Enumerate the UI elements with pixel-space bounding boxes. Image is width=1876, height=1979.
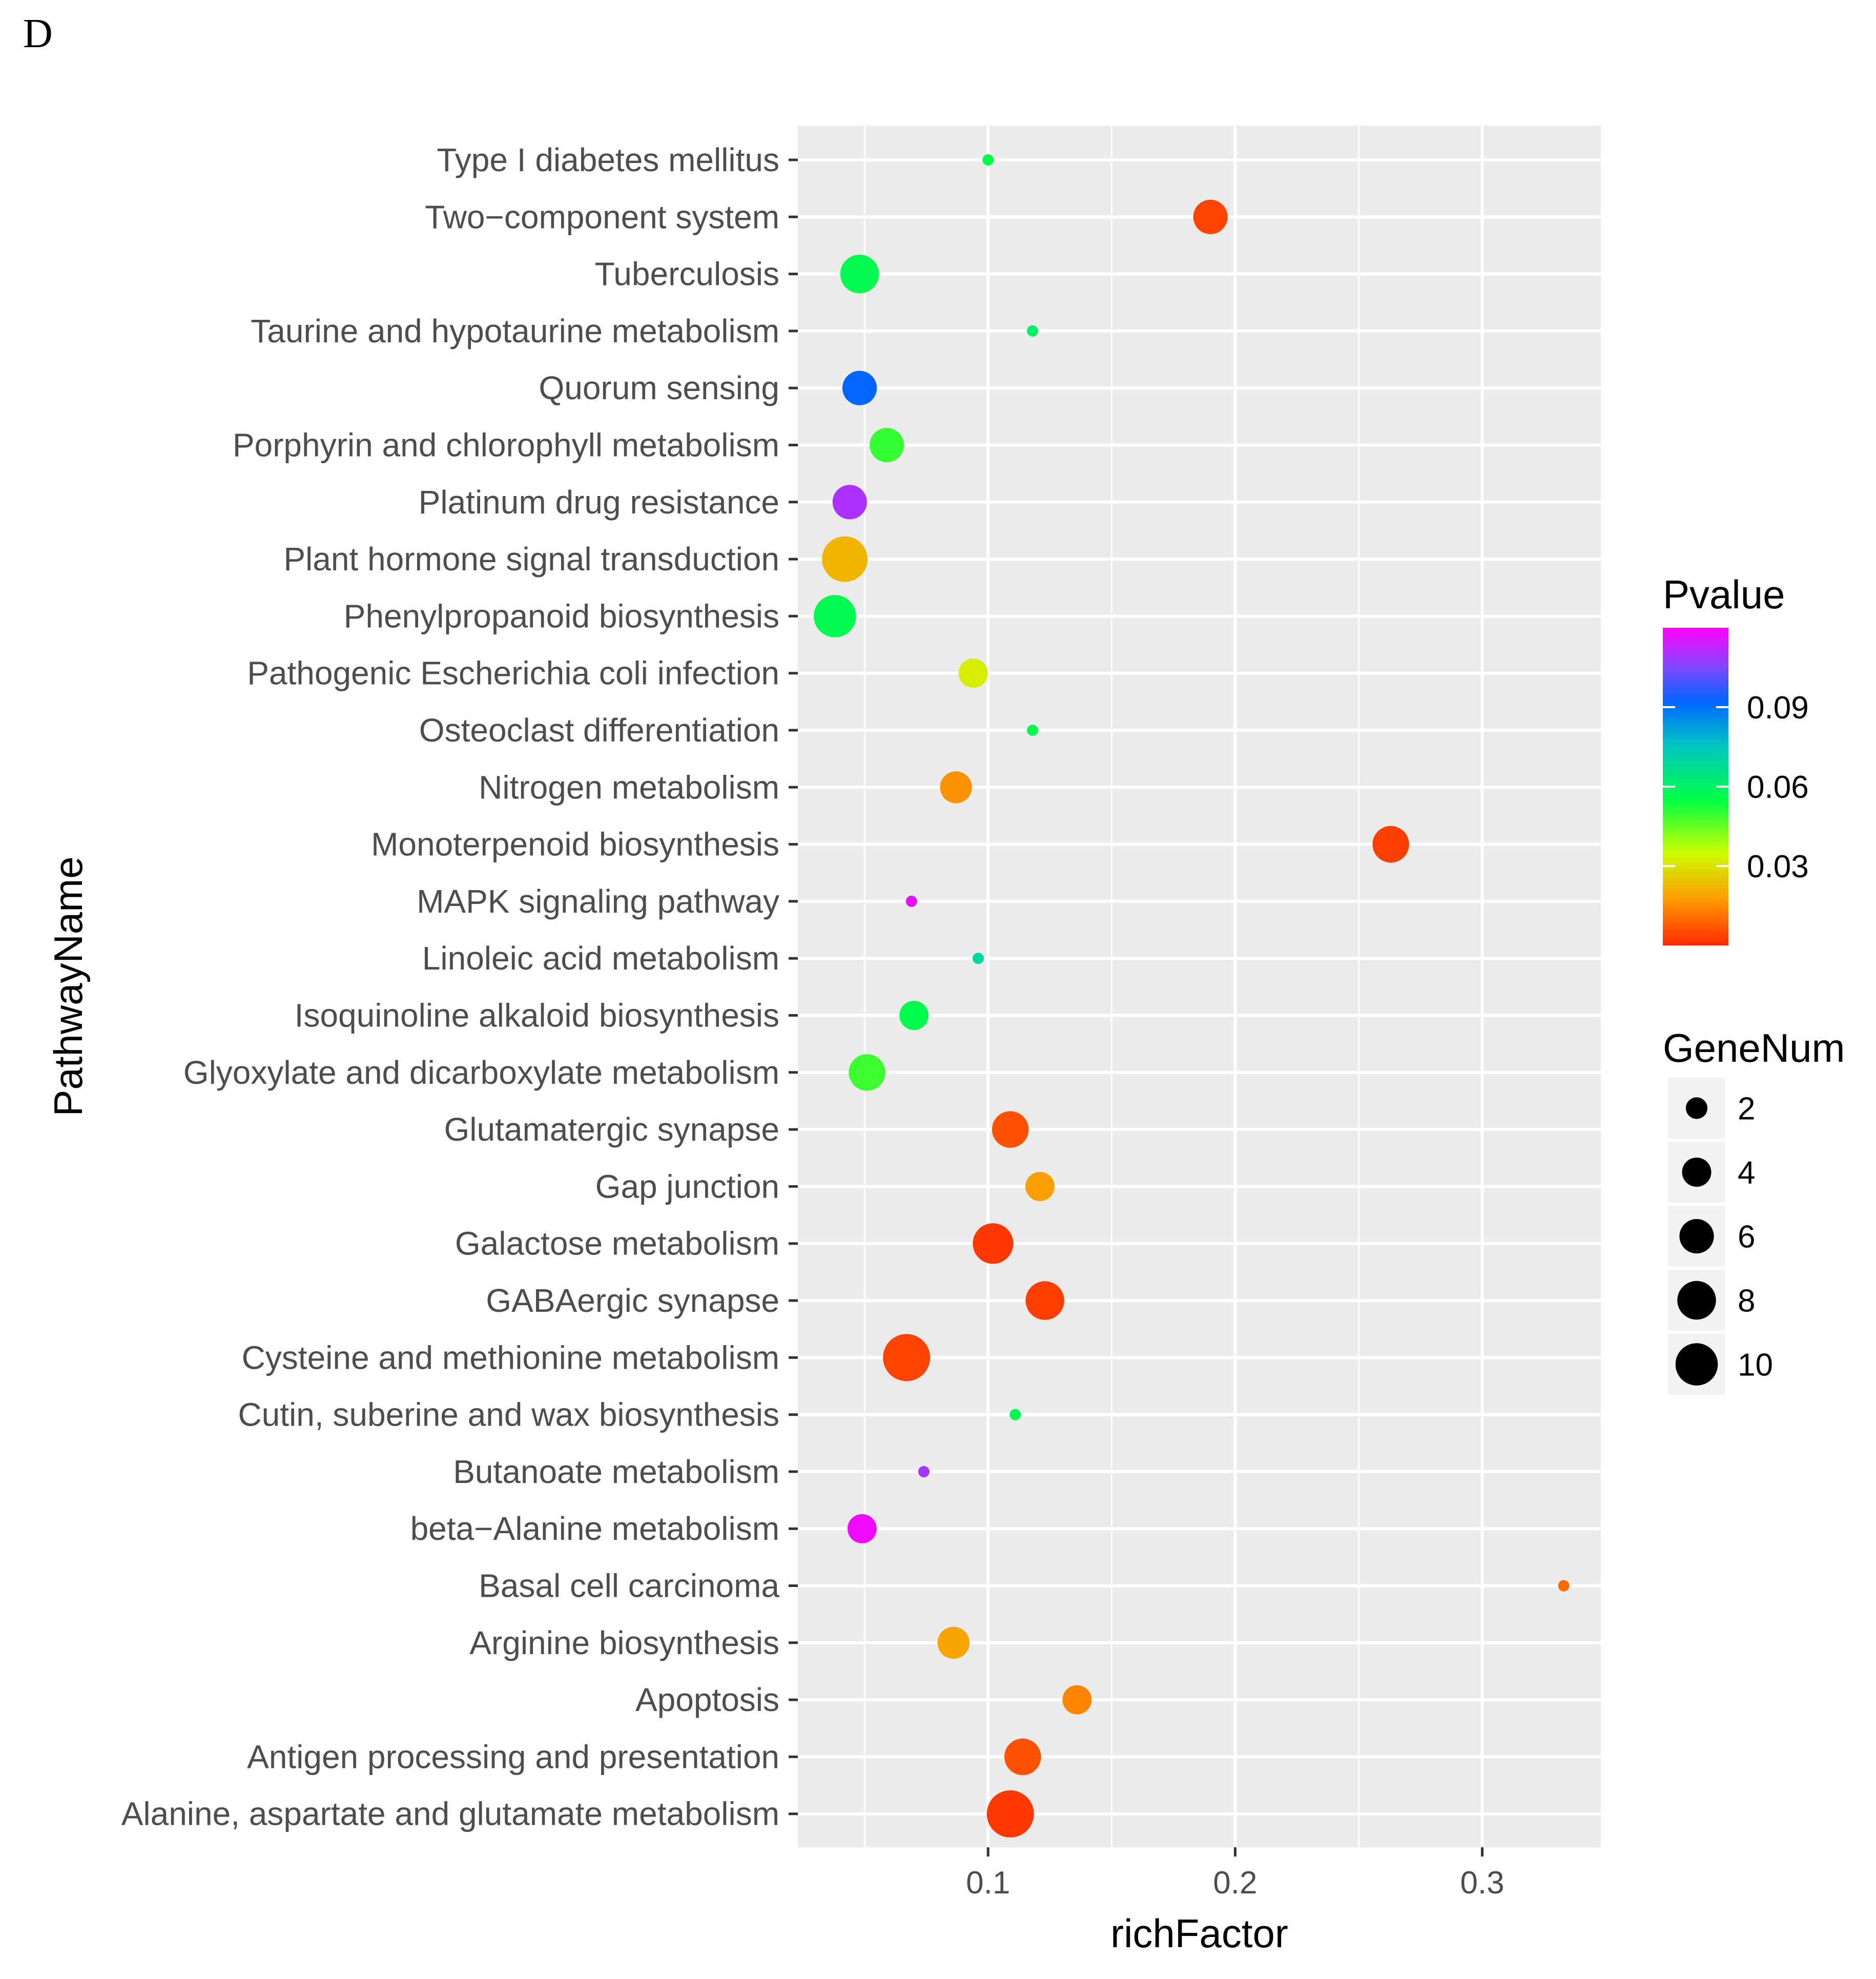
- pathway-label: Pathogenic Escherichia coli infection: [247, 655, 779, 692]
- data-point: [940, 771, 972, 803]
- pathway-label: Butanoate metabolism: [453, 1453, 779, 1490]
- minor-gridlines: [863, 126, 1359, 1847]
- data-point: [822, 536, 868, 582]
- pathway-label: Monoterpenoid biosynthesis: [371, 826, 779, 863]
- data-point: [1027, 325, 1039, 337]
- pathway-label: Arginine biosynthesis: [469, 1624, 779, 1661]
- pvalue-legend: Pvalue 0.09 0.06 0.03: [1663, 572, 1809, 945]
- data-point: [973, 1223, 1014, 1264]
- data-point: [1062, 1685, 1092, 1715]
- plot-panel: [798, 126, 1601, 1847]
- size-legend-label: 4: [1738, 1156, 1755, 1191]
- pathway-label: Plant hormone signal transduction: [283, 541, 779, 578]
- pathway-label: Osteoclast differentiation: [419, 712, 779, 749]
- data-point: [842, 370, 877, 405]
- pathway-label: Alanine, aspartate and glutamate metabol…: [121, 1796, 779, 1832]
- pathway-label: Apoptosis: [635, 1681, 779, 1718]
- genenum-legend: GeneNum 2 4 6 8 10: [1663, 1025, 1845, 1395]
- data-point: [1004, 1738, 1041, 1776]
- pathway-label: Glyoxylate and dicarboxylate metabolism: [183, 1054, 779, 1091]
- size-legend-dot: [1675, 1343, 1718, 1386]
- data-point: [992, 1111, 1029, 1148]
- pathway-label: Two−component system: [425, 198, 779, 235]
- data-point: [1193, 199, 1228, 234]
- pathway-label: Tuberculosis: [595, 256, 779, 293]
- pathway-label: Platinum drug resistance: [419, 484, 779, 521]
- size-legend-label: 8: [1738, 1284, 1755, 1319]
- size-legend-label: 2: [1738, 1091, 1755, 1127]
- data-point: [1372, 826, 1409, 863]
- data-point: [1558, 1580, 1570, 1592]
- data-point: [869, 427, 904, 463]
- major-gridlines: [798, 126, 1601, 1847]
- data-point: [1009, 1409, 1021, 1420]
- x-axis-title: richFactor: [1110, 1911, 1288, 1956]
- x-tick-label: 0.2: [1213, 1865, 1257, 1901]
- pathway-label: Gap junction: [595, 1168, 779, 1205]
- pathway-label: Galactose metabolism: [455, 1225, 779, 1262]
- x-axis: 0.1 0.2 0.3: [966, 1847, 1504, 1901]
- pathway-label: Linoleic acid metabolism: [422, 940, 779, 977]
- colorbar-tick-label: 0.09: [1747, 690, 1809, 726]
- data-point: [937, 1626, 970, 1659]
- data-point: [840, 254, 879, 294]
- size-legend-label: 10: [1738, 1348, 1773, 1383]
- pathway-label: GABAergic synapse: [486, 1282, 779, 1319]
- data-point: [918, 1466, 930, 1477]
- pathway-label: Cysteine and methionine metabolism: [242, 1339, 779, 1376]
- data-point: [832, 485, 867, 520]
- data-point: [899, 1001, 929, 1030]
- pathway-label: Phenylpropanoid biosynthesis: [344, 597, 779, 634]
- size-legend-dot: [1677, 1281, 1716, 1320]
- size-legend-dot: [1682, 1158, 1712, 1187]
- data-point: [883, 1334, 931, 1382]
- size-legend-label: 6: [1738, 1220, 1755, 1255]
- y-axis: Type I diabetes mellitus Two−component sy…: [121, 141, 798, 1832]
- data-points: [814, 154, 1570, 1838]
- data-point: [847, 1514, 877, 1543]
- genenum-legend-keys: 2 4 6 8 10: [1668, 1078, 1773, 1395]
- pathway-label: Glutamatergic synapse: [444, 1111, 779, 1148]
- data-point: [986, 1790, 1034, 1838]
- pathway-label: Basal cell carcinoma: [479, 1568, 779, 1604]
- data-point: [814, 595, 856, 637]
- data-point: [958, 658, 988, 688]
- panel-label: D: [23, 11, 53, 56]
- pathway-label: Taurine and hypotaurine metabolism: [251, 313, 779, 349]
- pathway-label: Nitrogen metabolism: [479, 769, 779, 806]
- pathway-label: Quorum sensing: [539, 369, 779, 406]
- data-point: [982, 154, 994, 166]
- colorbar-tick-label: 0.06: [1747, 770, 1809, 805]
- pathway-label: beta−Alanine metabolism: [410, 1510, 779, 1547]
- pvalue-legend-title: Pvalue: [1663, 572, 1785, 617]
- size-legend-dot: [1685, 1097, 1708, 1119]
- pathway-label: Type I diabetes mellitus: [437, 141, 779, 178]
- data-point: [905, 895, 917, 907]
- x-tick-label: 0.3: [1460, 1865, 1504, 1901]
- pathway-label: Antigen processing and presentation: [247, 1738, 779, 1775]
- data-point: [849, 1054, 885, 1091]
- pvalue-legend-ticks: 0.09 0.06 0.03: [1663, 690, 1809, 884]
- pathway-label: Cutin, suberine and wax biosynthesis: [238, 1396, 779, 1433]
- data-point: [1027, 725, 1039, 736]
- size-legend-dot: [1679, 1219, 1714, 1254]
- pathway-label: MAPK signaling pathway: [417, 883, 779, 920]
- genenum-legend-title: GeneNum: [1663, 1025, 1845, 1070]
- pathway-label: Porphyrin and chlorophyll metabolism: [233, 427, 779, 464]
- x-tick-label: 0.1: [966, 1865, 1010, 1901]
- data-point: [1025, 1281, 1064, 1320]
- y-axis-title: PathwayName: [46, 856, 91, 1116]
- data-point: [1025, 1171, 1055, 1201]
- colorbar-tick-label: 0.03: [1747, 849, 1809, 884]
- pathway-label: Isoquinoline alkaloid biosynthesis: [295, 997, 779, 1034]
- data-point: [972, 953, 984, 964]
